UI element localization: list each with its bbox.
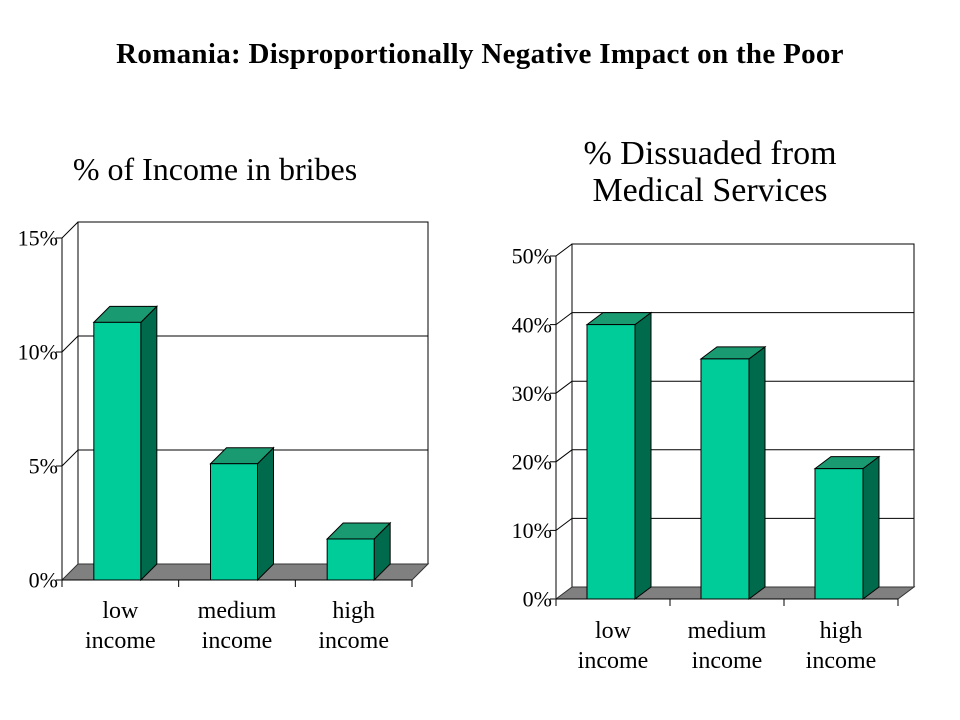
- page-title: Romania: Disproportionally Negative Impa…: [116, 38, 844, 70]
- left-x-category-label: high: [332, 598, 375, 624]
- left-bar: [326, 538, 375, 581]
- right-gridline-side: [555, 518, 573, 531]
- right-chart-title: % Dissuaded from Medical Services: [520, 135, 900, 209]
- right-bar-side: [634, 311, 652, 600]
- left-x-category-label: income: [85, 628, 156, 654]
- left-bar: [93, 321, 142, 581]
- left-y-tick-label: 5%: [29, 454, 58, 479]
- right-x-category-label: low: [595, 618, 632, 644]
- right-gridline-side: [555, 449, 573, 463]
- right-chart-title-line-1: % Dissuaded from: [583, 135, 837, 172]
- left-y-tick-label: 0%: [29, 568, 58, 593]
- left-x-category-label: income: [318, 628, 389, 654]
- right-bar: [814, 468, 864, 600]
- right-x-category-label: income: [578, 648, 649, 674]
- right-y-tick-label: 0%: [523, 587, 552, 612]
- right-left-wall-top-edge: [555, 243, 573, 257]
- right-gridline-side: [555, 380, 573, 394]
- left-x-category-label: low: [102, 598, 139, 624]
- right-bar-side: [862, 455, 880, 600]
- right-y-tick-label: 40%: [512, 312, 552, 337]
- left-x-category-label: income: [202, 628, 273, 654]
- left-bar: [210, 463, 258, 581]
- right-x-category-label: medium: [688, 618, 767, 644]
- left-chart-title-line-1: % of Income in bribes: [72, 151, 358, 187]
- right-x-category-label: income: [806, 648, 877, 674]
- right-gridline-side: [555, 312, 573, 326]
- right-y-tick-label: 10%: [512, 518, 552, 543]
- right-bar: [586, 324, 636, 600]
- right-x-category-label: high: [820, 618, 863, 644]
- right-chart-title-line-2: Medical Services: [592, 171, 828, 209]
- left-y-tick-label: 10%: [18, 340, 58, 365]
- right-y-tick-label: 20%: [512, 450, 552, 475]
- left-y-tick-label: 15%: [18, 226, 58, 251]
- left-x-category-label: medium: [198, 598, 277, 624]
- right-y-tick-label: 50%: [512, 244, 552, 269]
- right-x-category-label: income: [692, 648, 763, 674]
- left-gridline-side: [61, 335, 79, 353]
- left-chart-title: % of Income in bribes: [30, 152, 400, 187]
- right-bar-side: [748, 345, 766, 600]
- right-y-tick-label: 30%: [512, 381, 552, 406]
- left-left-wall-top-edge: [61, 221, 79, 239]
- left-gridline-side: [61, 449, 79, 467]
- right-bar: [700, 358, 750, 600]
